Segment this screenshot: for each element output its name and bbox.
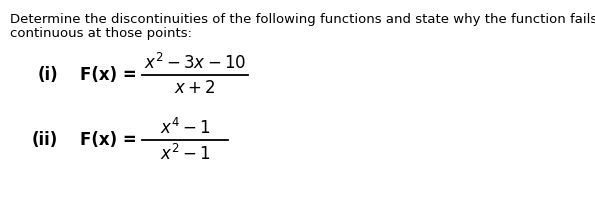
Text: F(x) =: F(x) = <box>80 66 137 84</box>
Text: continuous at those points:: continuous at those points: <box>10 27 192 40</box>
Text: $x^2-1$: $x^2-1$ <box>159 144 210 164</box>
Text: F(x) =: F(x) = <box>80 131 137 149</box>
Text: Determine the discontinuities of the following functions and state why the funct: Determine the discontinuities of the fol… <box>10 13 595 26</box>
Text: (i): (i) <box>38 66 59 84</box>
Text: $x+2$: $x+2$ <box>174 79 216 97</box>
Text: $x^2-3x-10$: $x^2-3x-10$ <box>144 53 246 73</box>
Text: $x^4-1$: $x^4-1$ <box>159 118 210 138</box>
Text: (ii): (ii) <box>32 131 58 149</box>
